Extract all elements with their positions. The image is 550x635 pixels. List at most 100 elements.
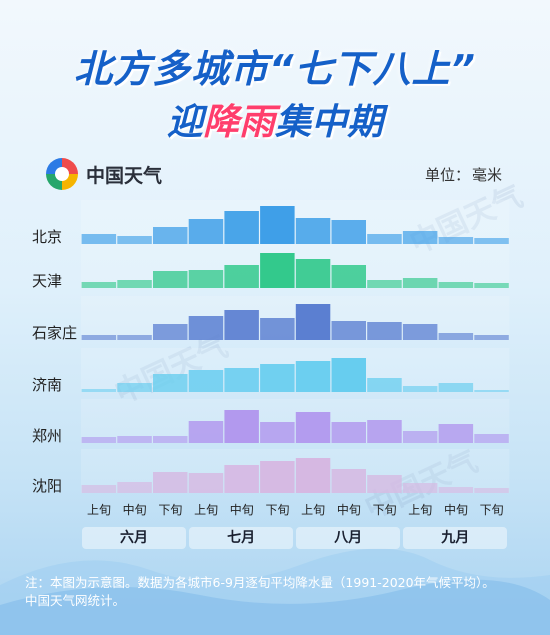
bar bbox=[224, 410, 259, 443]
bar bbox=[117, 236, 152, 244]
bar bbox=[260, 422, 295, 443]
bar bbox=[117, 383, 152, 392]
title-line2-suffix: 集中期 bbox=[275, 102, 384, 143]
month-label: 七月 bbox=[189, 527, 294, 549]
city-label: 济南 bbox=[32, 376, 63, 394]
footnote-line1: 注：本图为示意图。数据为各城市6-9月逐旬平均降水量（1991-2020年气候平… bbox=[25, 575, 495, 590]
row-background bbox=[81, 348, 510, 392]
bar bbox=[438, 333, 474, 340]
bar bbox=[474, 283, 509, 288]
x-tick-label: 上旬 bbox=[194, 503, 219, 517]
bar bbox=[153, 374, 188, 392]
x-tick-label: 中旬 bbox=[229, 503, 254, 517]
bar bbox=[188, 316, 224, 340]
bar bbox=[367, 322, 402, 340]
x-tick-label: 下旬 bbox=[479, 503, 504, 517]
bar bbox=[81, 335, 117, 340]
title-line2-highlight: 降雨 bbox=[202, 102, 275, 143]
bar bbox=[438, 383, 474, 392]
bar bbox=[153, 324, 188, 340]
bar bbox=[438, 424, 474, 443]
bar bbox=[224, 211, 259, 244]
bar bbox=[331, 358, 366, 392]
brand-name: 中国天气 bbox=[86, 165, 163, 187]
bar bbox=[402, 483, 438, 493]
bar bbox=[81, 485, 117, 493]
x-tick-label: 下旬 bbox=[372, 503, 397, 517]
x-tick-label: 上旬 bbox=[408, 503, 433, 517]
month-label: 九月 bbox=[403, 527, 508, 549]
bar bbox=[153, 227, 188, 244]
bar bbox=[367, 475, 402, 493]
bar bbox=[474, 434, 509, 443]
bar bbox=[224, 465, 259, 493]
city-label: 天津 bbox=[32, 272, 63, 290]
bar bbox=[331, 265, 366, 288]
bar bbox=[153, 436, 188, 443]
bar bbox=[153, 271, 188, 288]
x-tick-label: 中旬 bbox=[336, 503, 361, 517]
x-tick-label: 中旬 bbox=[122, 503, 147, 517]
row-background bbox=[81, 296, 510, 340]
bar bbox=[402, 324, 438, 340]
footnote-line2: 中国天气网统计。 bbox=[25, 593, 126, 608]
unit-label: 单位： 毫米 bbox=[423, 164, 502, 185]
title-line2: 迎降雨集中期 bbox=[0, 93, 550, 145]
row-background bbox=[81, 244, 510, 288]
bar bbox=[367, 378, 402, 392]
weather-logo-icon bbox=[46, 158, 78, 190]
bar bbox=[402, 231, 438, 244]
x-tick-label: 下旬 bbox=[265, 503, 290, 517]
bar bbox=[331, 220, 366, 244]
bar bbox=[402, 431, 438, 443]
bar bbox=[474, 238, 509, 244]
x-tick-label: 上旬 bbox=[301, 503, 326, 517]
bar bbox=[188, 219, 224, 244]
bar bbox=[260, 206, 295, 244]
month-label: 八月 bbox=[296, 527, 401, 549]
bar bbox=[117, 335, 152, 340]
bar bbox=[260, 364, 295, 392]
bar bbox=[295, 412, 331, 443]
bar bbox=[438, 237, 474, 244]
bar bbox=[474, 488, 509, 493]
bar bbox=[331, 469, 366, 493]
bar bbox=[367, 280, 402, 288]
bar bbox=[117, 482, 152, 493]
bar bbox=[367, 420, 402, 443]
bar bbox=[188, 370, 224, 392]
mountain-background bbox=[0, 548, 550, 635]
bar bbox=[260, 461, 295, 493]
city-label: 石家庄 bbox=[32, 324, 78, 342]
footnote: 注：本图为示意图。数据为各城市6-9月逐旬平均降水量（1991-2020年气候平… bbox=[25, 574, 530, 610]
bar bbox=[224, 265, 259, 288]
month-label: 六月 bbox=[82, 527, 186, 549]
bar bbox=[438, 282, 474, 288]
bar bbox=[188, 270, 224, 288]
bar bbox=[224, 368, 259, 392]
title-line2-prefix: 迎 bbox=[166, 102, 203, 143]
bar bbox=[81, 389, 117, 392]
bar bbox=[81, 437, 117, 443]
bar bbox=[295, 361, 331, 392]
bar bbox=[295, 458, 331, 493]
x-tick-label: 中旬 bbox=[443, 503, 468, 517]
bar bbox=[188, 473, 224, 493]
row-background bbox=[81, 200, 510, 244]
bar bbox=[295, 304, 331, 340]
bar bbox=[331, 321, 366, 340]
unit-value: 毫米 bbox=[471, 166, 502, 184]
bar bbox=[367, 234, 402, 244]
bar bbox=[331, 422, 366, 443]
bar bbox=[117, 436, 152, 443]
bar bbox=[295, 259, 331, 288]
x-tick-label: 下旬 bbox=[158, 503, 183, 517]
unit-label-prefix: 单位： bbox=[424, 166, 470, 184]
bar bbox=[224, 310, 259, 340]
bar bbox=[438, 487, 474, 493]
city-label: 沈阳 bbox=[32, 477, 63, 495]
bar bbox=[474, 390, 509, 392]
bar bbox=[402, 386, 438, 392]
